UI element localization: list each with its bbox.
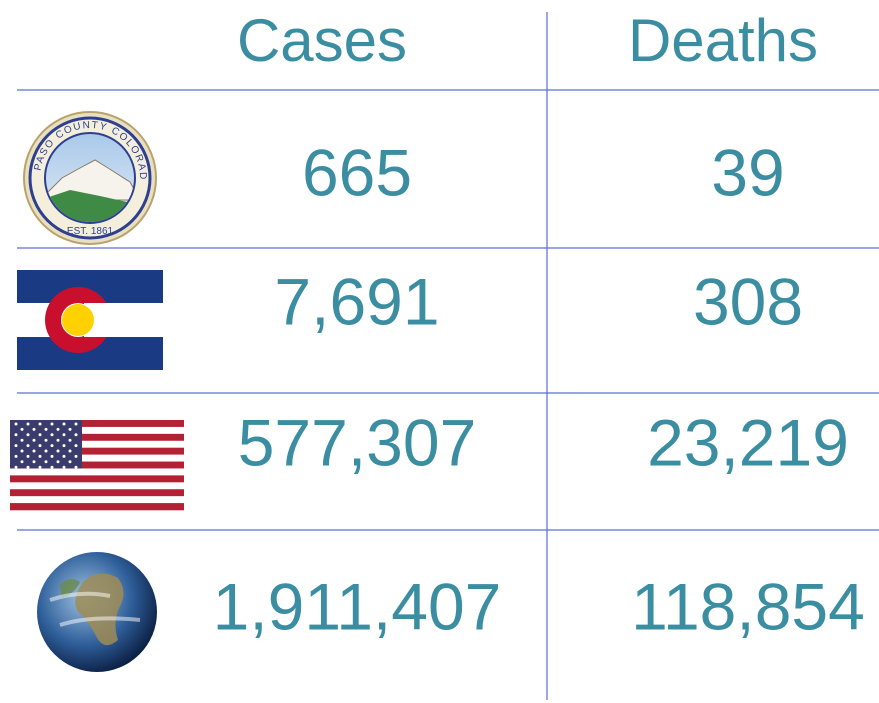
flag-part: [26, 465, 30, 469]
flag-part: [26, 422, 30, 426]
flag-part: [26, 433, 30, 437]
flag-part: [38, 465, 42, 469]
flag-part: [14, 465, 18, 469]
cell: 39: [711, 135, 784, 209]
flag-part: [68, 438, 72, 442]
flag-part: [14, 422, 18, 426]
flag-part: [10, 482, 184, 490]
flag-part: [44, 449, 48, 453]
flag-part: [10, 475, 184, 483]
flag-part: [50, 444, 54, 448]
flag-part: [74, 444, 78, 448]
flag-part: [32, 438, 36, 442]
flag-part: [26, 454, 30, 458]
flag-part: [26, 444, 30, 448]
flag-part: [32, 427, 36, 431]
flag-part: [38, 422, 42, 426]
colorado-flag: [17, 270, 163, 370]
flag-part: [56, 438, 60, 442]
cell: 577,307: [238, 405, 477, 479]
cell: 308: [693, 264, 803, 338]
flag-part: [74, 433, 78, 437]
flag-part: [20, 427, 24, 431]
header-cases: Cases: [237, 7, 407, 74]
flag-part: [10, 426, 184, 435]
flag-part: [50, 422, 54, 426]
flag-part: [62, 433, 66, 437]
flag-part: [10, 440, 184, 448]
flag-part: [50, 433, 54, 437]
cell: 23,219: [647, 405, 849, 479]
flag-part: [68, 427, 72, 431]
flag-part: [10, 496, 184, 504]
flag-part: [44, 427, 48, 431]
flag-part: [10, 503, 184, 511]
flag-part: [62, 422, 66, 426]
flag-part: [10, 454, 184, 462]
flag-part: [62, 444, 66, 448]
flag-part: [50, 454, 54, 458]
flag-part: [74, 422, 78, 426]
flag-part: [44, 460, 48, 464]
flag-part: [14, 433, 18, 437]
cell: 7,691: [274, 264, 439, 338]
flag-part: [20, 449, 24, 453]
flag-part: [14, 444, 18, 448]
seal-bottom-text: EST. 1861: [67, 226, 114, 237]
flag-part: [20, 438, 24, 442]
us-flag: [10, 420, 184, 511]
flag-part: [56, 460, 60, 464]
flag-part: [44, 438, 48, 442]
cell: 118,854: [631, 569, 865, 643]
flag-part: [10, 420, 184, 428]
flag-part: [10, 461, 184, 469]
flag-part: [32, 449, 36, 453]
flag-part: [10, 447, 184, 455]
globe: [37, 552, 157, 672]
flag-part: [32, 460, 36, 464]
flag-part: [68, 449, 72, 453]
flag-part: [10, 468, 184, 476]
flag-part: [56, 449, 60, 453]
flag-part: [50, 465, 54, 469]
flag-part: [68, 460, 72, 464]
cell: 665: [302, 135, 412, 209]
flag-part: [38, 444, 42, 448]
flag-part: [74, 465, 78, 469]
flag-part: [62, 465, 66, 469]
flag-part: [20, 460, 24, 464]
flag-part: [14, 454, 18, 458]
flag-part: [10, 489, 184, 497]
header-deaths: Deaths: [628, 7, 818, 74]
flag-part: [56, 427, 60, 431]
flag-part: [10, 433, 184, 442]
flag-part: [74, 454, 78, 458]
cell: 1,911,407: [213, 569, 502, 643]
flag-part: [38, 433, 42, 437]
flag-part: [62, 454, 66, 458]
el-paso-seal: EL PASO COUNTY COLORADO EST. 1861: [0, 0, 157, 245]
flag-part: [38, 454, 42, 458]
